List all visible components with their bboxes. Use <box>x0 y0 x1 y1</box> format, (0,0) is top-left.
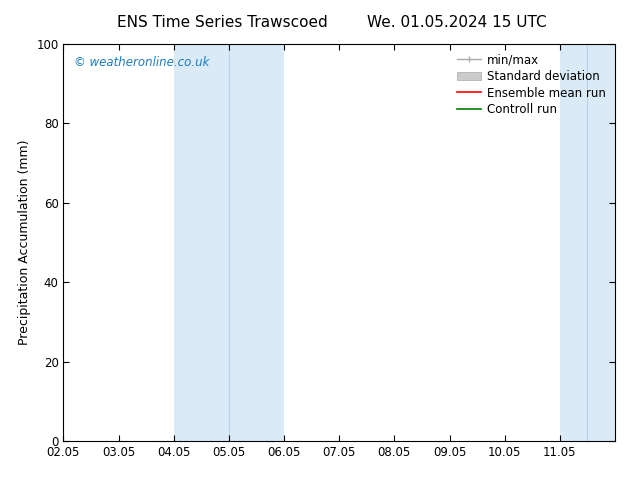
Bar <box>229 44 284 441</box>
Legend: min/max, Standard deviation, Ensemble mean run, Controll run: min/max, Standard deviation, Ensemble me… <box>453 50 609 120</box>
Bar <box>174 44 229 441</box>
Text: We. 01.05.2024 15 UTC: We. 01.05.2024 15 UTC <box>366 15 547 30</box>
Text: © weatheronline.co.uk: © weatheronline.co.uk <box>74 56 210 69</box>
Text: ENS Time Series Trawscoed: ENS Time Series Trawscoed <box>117 15 327 30</box>
Bar <box>560 44 588 441</box>
Bar <box>588 44 615 441</box>
Y-axis label: Precipitation Accumulation (mm): Precipitation Accumulation (mm) <box>18 140 30 345</box>
